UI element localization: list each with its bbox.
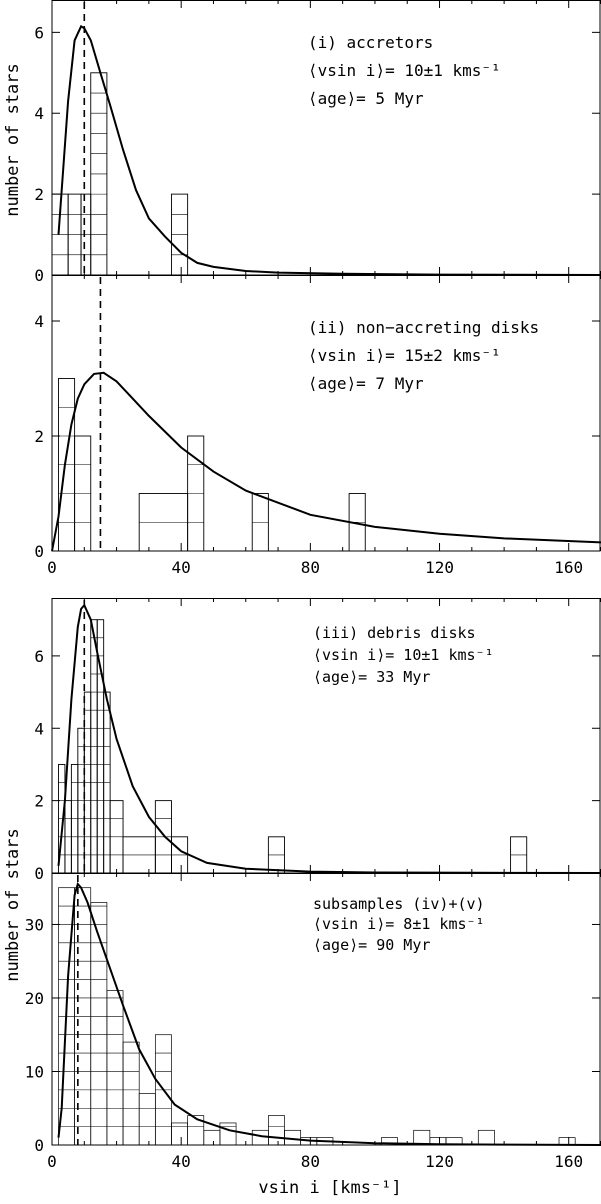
- x-tick-label: 160: [554, 1152, 583, 1171]
- x-axis-label: vsin i [kms⁻¹]: [258, 1178, 401, 1198]
- y-tick-label: 0: [34, 266, 44, 285]
- annotation-line: (iii) debris disks: [313, 624, 476, 642]
- y-axis-label: number of stars: [3, 828, 23, 982]
- x-tick-label: 120: [425, 558, 454, 577]
- x-tick-label: 0: [47, 1152, 57, 1171]
- x-tick-label: 0: [47, 558, 57, 577]
- panel-1: 0 2 4 6 (i) accretors ⟨vsin i⟩= 10±1 kms⁻¹ ⟨ag…: [34, 0, 601, 285]
- fit-curve: [52, 373, 601, 551]
- y-tick-label: 0: [34, 1136, 44, 1155]
- x-tick-label: 40: [172, 558, 191, 577]
- annotation-line: ⟨age⟩= 7 Myr: [308, 374, 424, 393]
- y-tick-label: 2: [34, 427, 44, 446]
- y-tick-label: 4: [34, 104, 44, 123]
- histogram-bar: [478, 1130, 494, 1145]
- annotation-line: ⟨vsin i⟩= 15±2 kms⁻¹: [308, 346, 501, 365]
- panel-frame: [52, 276, 600, 552]
- y-tick-label: 2: [34, 792, 44, 811]
- x-tick-label: 160: [554, 558, 583, 577]
- x-tick-label: 120: [425, 1152, 454, 1171]
- annotation-line: (ii) non−accreting disks: [308, 318, 539, 337]
- y-tick-label: 6: [34, 647, 44, 666]
- y-axis-label: number of stars: [3, 63, 23, 217]
- y-tick-label: 6: [34, 23, 44, 42]
- x-tick-label: 80: [301, 558, 320, 577]
- annotation-line: subsamples (iv)+(v): [313, 895, 485, 913]
- x-tick-label: 80: [301, 1152, 320, 1171]
- annotation-line: ⟨vsin i⟩= 8±1 kms⁻¹: [313, 915, 485, 933]
- annotation-line: ⟨age⟩= 5 Myr: [308, 89, 424, 108]
- annotation-line: (i) accretors: [308, 33, 433, 52]
- y-tick-label: 20: [25, 989, 44, 1008]
- histogram-bar: [252, 1130, 268, 1145]
- annotation-line: ⟨vsin i⟩= 10±1 kms⁻¹: [313, 646, 494, 664]
- annotation-line: ⟨age⟩= 90 Myr: [313, 936, 430, 954]
- x-tick-label: 40: [172, 1152, 191, 1171]
- y-tick-label: 4: [34, 312, 44, 331]
- y-tick-label: 10: [25, 1062, 44, 1081]
- annotation-line: ⟨vsin i⟩= 10±1 kms⁻¹: [308, 61, 501, 80]
- annotation-line: ⟨age⟩= 33 Myr: [313, 668, 430, 686]
- y-tick-label: 4: [34, 719, 44, 738]
- panel-4: 0 10 20 30 0 40 80 120 160 subsamples (iv)+(v) ⟨vs…: [25, 873, 601, 1171]
- y-tick-label: 0: [34, 864, 44, 883]
- histogram-bar: [171, 1123, 187, 1145]
- histogram-bar: [414, 1130, 430, 1145]
- panel-3: 0 2 4 6 (iii) debris disks ⟨vsin i⟩= 10±1 kms…: [34, 598, 601, 883]
- histogram-bar: [220, 1123, 236, 1145]
- histogram-bar: [123, 1042, 139, 1145]
- y-tick-label: 30: [25, 915, 44, 934]
- histogram-bar: [107, 991, 123, 1145]
- histogram-bar: [139, 1094, 155, 1145]
- y-tick-label: 0: [34, 542, 44, 561]
- y-tick-label: 2: [34, 185, 44, 204]
- histogram-bar: [204, 1130, 220, 1145]
- histogram-bar: [268, 1116, 284, 1145]
